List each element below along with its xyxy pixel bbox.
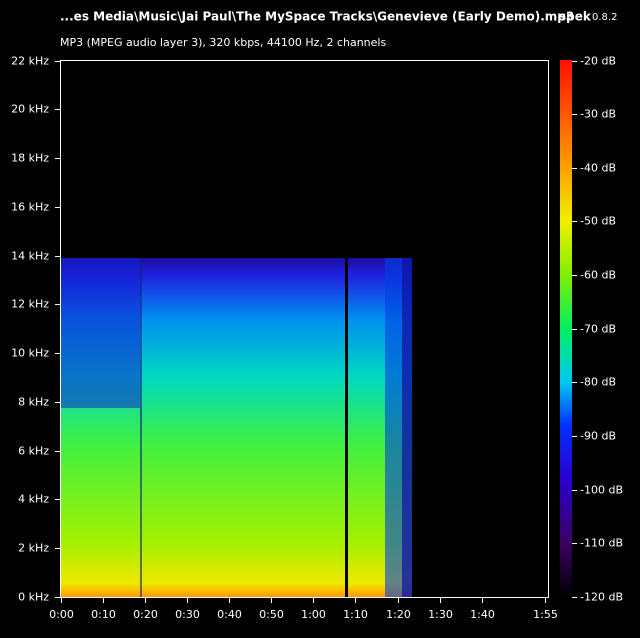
y-tick-label: 10 kHz — [11, 347, 49, 360]
colorbar-tick-label: -50 dB — [580, 215, 616, 228]
y-tick-label: 4 kHz — [18, 493, 49, 506]
spectrogram — [60, 258, 412, 597]
x-tick-label: 0:00 — [49, 608, 74, 621]
y-tick-label: 14 kHz — [11, 250, 49, 263]
x-tick-label: 0:40 — [217, 608, 242, 621]
file-title: ...es Media\Music\Jai Paul\The MySpace T… — [60, 10, 574, 24]
y-tick-label: 16 kHz — [11, 201, 49, 214]
colorbar-tick-label: -40 dB — [580, 162, 616, 175]
x-tick-label: 1:40 — [470, 608, 495, 621]
y-tick-label: 18 kHz — [11, 152, 49, 165]
app-version: 0.8.2 — [592, 12, 617, 23]
y-tick-label: 0 kHz — [18, 591, 49, 604]
colorbar-tick-label: -120 dB — [580, 591, 623, 604]
x-tick-label: 1:20 — [386, 608, 411, 621]
x-tick-label: 1:10 — [343, 608, 368, 621]
y-tick-label: 6 kHz — [18, 445, 49, 458]
y-tick-label: 2 kHz — [18, 542, 49, 555]
colorbar — [560, 60, 572, 597]
plot-frame — [60, 60, 549, 598]
x-tick-label: 0:10 — [91, 608, 116, 621]
y-tick-label: 12 kHz — [11, 298, 49, 311]
y-tick-label: 22 kHz — [11, 55, 49, 68]
x-tick-label: 0:30 — [175, 608, 200, 621]
colorbar-tick-label: -30 dB — [580, 108, 616, 121]
subtitle: MP3 (MPEG audio layer 3), 320 kbps, 4410… — [60, 36, 386, 49]
colorbar-tick-label: -100 dB — [580, 484, 623, 497]
y-tick-label: 20 kHz — [11, 103, 49, 116]
app-name: spek — [559, 10, 592, 24]
colorbar-tick-label: -70 dB — [580, 323, 616, 336]
colorbar-tick-label: -80 dB — [580, 376, 616, 389]
colorbar-tick-label: -20 dB — [580, 55, 616, 68]
x-tick-label: 1:30 — [428, 608, 453, 621]
x-tick-label: 1:00 — [301, 608, 326, 621]
x-tick-label: 0:20 — [133, 608, 158, 621]
x-tick-label: 0:50 — [259, 608, 284, 621]
y-tick-label: 8 kHz — [18, 396, 49, 409]
colorbar-tick-label: -60 dB — [580, 269, 616, 282]
x-tick-label: 1:55 — [533, 608, 558, 621]
colorbar-tick-label: -90 dB — [580, 430, 616, 443]
colorbar-tick-label: -110 dB — [580, 537, 623, 550]
